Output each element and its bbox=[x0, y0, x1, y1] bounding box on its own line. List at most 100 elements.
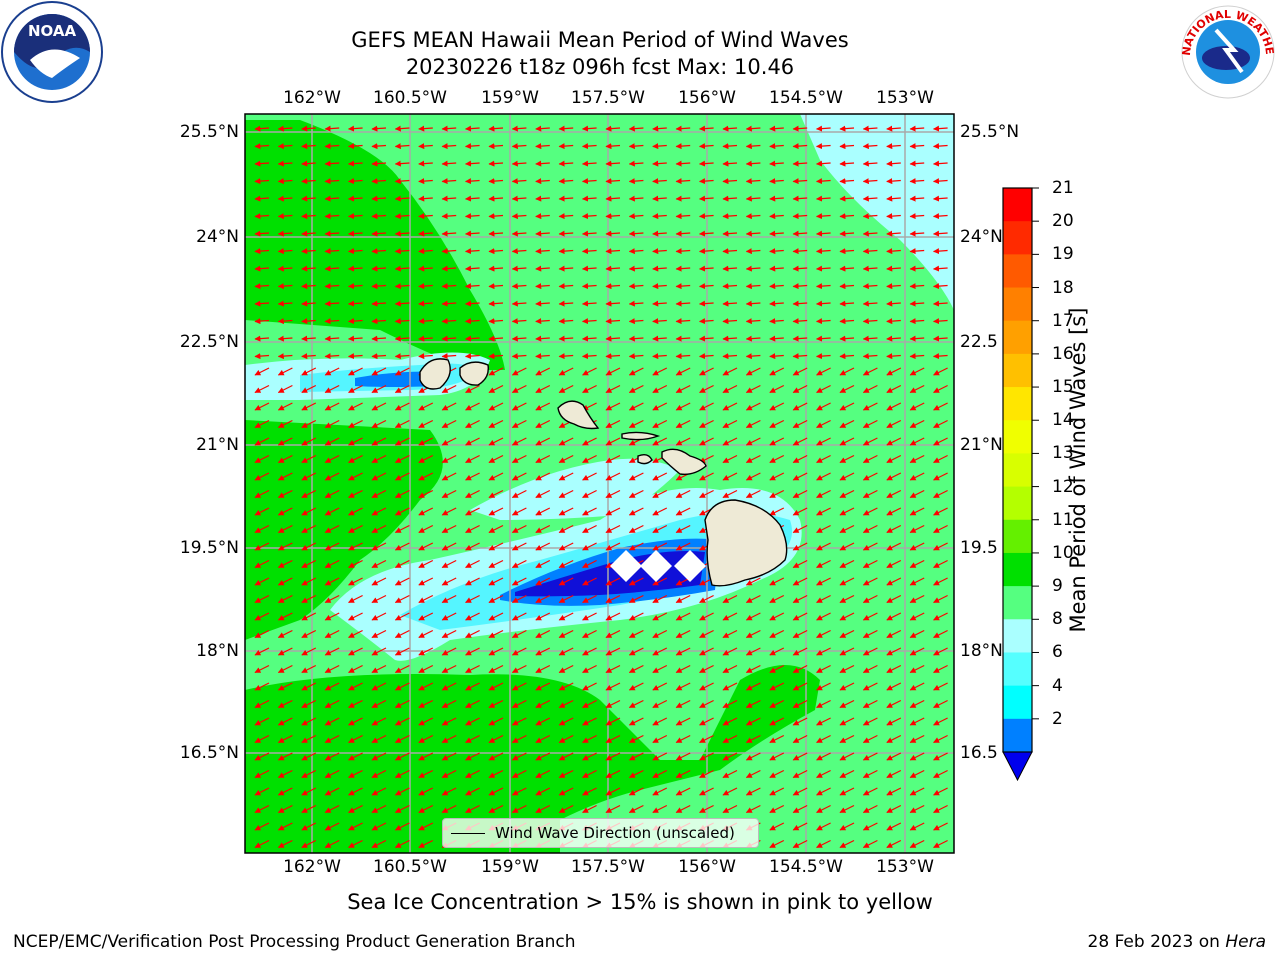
wind-wave-arrow bbox=[839, 577, 855, 586]
wind-wave-arrow bbox=[535, 367, 551, 376]
wind-wave-arrow bbox=[254, 213, 270, 220]
wind-wave-arrow bbox=[488, 402, 504, 411]
wind-wave-arrow bbox=[675, 143, 691, 150]
wind-wave-arrow bbox=[511, 524, 527, 534]
wind-wave-arrow bbox=[301, 353, 316, 360]
wind-wave-arrow bbox=[394, 384, 410, 394]
wind-wave-arrow bbox=[862, 647, 878, 656]
wind-wave-arrow bbox=[558, 300, 574, 307]
wind-wave-arrow bbox=[582, 577, 597, 586]
wind-wave-arrow bbox=[348, 213, 363, 220]
wind-wave-arrow bbox=[465, 629, 480, 639]
wind-wave-arrow bbox=[628, 300, 644, 307]
wind-wave-arrow bbox=[582, 335, 597, 342]
wind-wave-arrow bbox=[348, 143, 363, 150]
wind-wave-arrow bbox=[535, 489, 551, 499]
wind-wave-arrow bbox=[558, 524, 574, 534]
wind-wave-arrow bbox=[652, 489, 668, 499]
wind-wave-arrow bbox=[348, 682, 363, 691]
wind-wave-arrow bbox=[722, 454, 738, 464]
wind-wave-arrow bbox=[558, 125, 574, 132]
wind-wave-arrow bbox=[909, 402, 925, 411]
wind-wave-arrow bbox=[394, 178, 410, 185]
wind-wave-arrow bbox=[652, 318, 667, 325]
wind-wave-arrow bbox=[324, 472, 340, 481]
period-2-4-kauai bbox=[355, 371, 440, 387]
wind-wave-arrow bbox=[605, 402, 621, 411]
wind-wave-arrow bbox=[792, 507, 808, 516]
period-10-11-northwest bbox=[245, 120, 505, 370]
wind-wave-arrow bbox=[862, 125, 878, 132]
wind-wave-arrow bbox=[722, 178, 738, 185]
wind-wave-arrow bbox=[371, 353, 387, 360]
wind-wave-arrow bbox=[418, 160, 433, 167]
wind-wave-arrow bbox=[652, 248, 667, 255]
wind-wave-arrow bbox=[371, 594, 387, 604]
wind-wave-arrow bbox=[371, 160, 387, 167]
wind-wave-arrow bbox=[699, 472, 714, 481]
wind-wave-arrow bbox=[441, 629, 457, 639]
wind-wave-arrow bbox=[862, 402, 878, 411]
wind-wave-arrow bbox=[722, 594, 738, 604]
wind-wave-arrow bbox=[511, 213, 527, 220]
wind-wave-arrow bbox=[511, 178, 527, 185]
graticule bbox=[245, 114, 954, 853]
wind-wave-arrow bbox=[862, 178, 878, 185]
wind-wave-arrow bbox=[277, 454, 293, 464]
wind-wave-arrow bbox=[348, 160, 363, 167]
wind-wave-arrow bbox=[582, 437, 597, 446]
wind-wave-arrow bbox=[652, 472, 668, 481]
lon-label-bottom: 156°W bbox=[678, 857, 736, 877]
wind-wave-arrow bbox=[301, 682, 317, 691]
wind-wave-arrow bbox=[394, 160, 410, 167]
credit-date-text: 28 Feb 2023 on bbox=[1087, 932, 1226, 952]
wind-wave-arrow bbox=[441, 437, 457, 446]
wind-wave-arrow bbox=[745, 699, 761, 709]
wind-wave-arrow bbox=[348, 559, 363, 569]
wind-wave-arrow bbox=[488, 489, 504, 499]
wind-wave-arrow bbox=[558, 647, 574, 656]
wind-wave-arrow bbox=[839, 507, 855, 516]
wind-wave-arrow bbox=[348, 178, 363, 185]
wind-wave-arrow bbox=[816, 437, 831, 446]
wind-wave-arrow bbox=[488, 248, 504, 255]
wind-wave-arrow bbox=[441, 577, 457, 586]
wind-wave-arrow bbox=[675, 647, 691, 656]
nws-logo: NATIONAL WEATHER SERVICE bbox=[1176, 0, 1276, 99]
lon-label-bottom: 154.5°W bbox=[769, 857, 843, 877]
wind-wave-arrow bbox=[371, 300, 387, 307]
wind-wave-arrow bbox=[488, 577, 504, 586]
wind-wave-arrow bbox=[792, 717, 808, 726]
wind-wave-arrow bbox=[933, 195, 948, 202]
wind-wave-arrow bbox=[839, 213, 855, 220]
wind-wave-arrow bbox=[722, 699, 738, 709]
wind-wave-arrow bbox=[862, 717, 878, 726]
wind-wave-arrow bbox=[675, 419, 691, 429]
wind-wave-arrow bbox=[277, 489, 293, 499]
wind-wave-arrow bbox=[582, 454, 597, 464]
wind-wave-arrow bbox=[418, 524, 434, 534]
wind-wave-arrow bbox=[582, 125, 597, 132]
wind-wave-arrow bbox=[862, 577, 878, 586]
wind-wave-arrow bbox=[792, 437, 808, 446]
wind-wave-arrow bbox=[628, 717, 644, 726]
colorbar-tick-label: 4 bbox=[1052, 675, 1063, 696]
wind-wave-arrow bbox=[324, 524, 340, 534]
lon-label-bottom: 157.5°W bbox=[571, 857, 645, 877]
wind-wave-arrow bbox=[277, 402, 293, 411]
wind-wave-arrow bbox=[628, 402, 644, 411]
lat-label-right: 19.5 bbox=[960, 538, 998, 558]
wind-wave-arrow bbox=[324, 300, 340, 307]
colorbar bbox=[1002, 187, 1039, 782]
wind-wave-arrow bbox=[418, 472, 434, 481]
wind-wave-arrow bbox=[558, 489, 574, 499]
wind-wave-arrow bbox=[605, 143, 621, 150]
wind-wave-arrow bbox=[371, 717, 387, 726]
wind-wave-arrow bbox=[324, 682, 340, 691]
wind-wave-arrow bbox=[792, 353, 808, 360]
wind-wave-arrow bbox=[535, 143, 550, 150]
wind-wave-arrow bbox=[909, 125, 925, 132]
wind-wave-arrow bbox=[745, 283, 761, 290]
wind-wave-arrow bbox=[769, 367, 785, 376]
wind-wave-arrow bbox=[769, 248, 784, 255]
